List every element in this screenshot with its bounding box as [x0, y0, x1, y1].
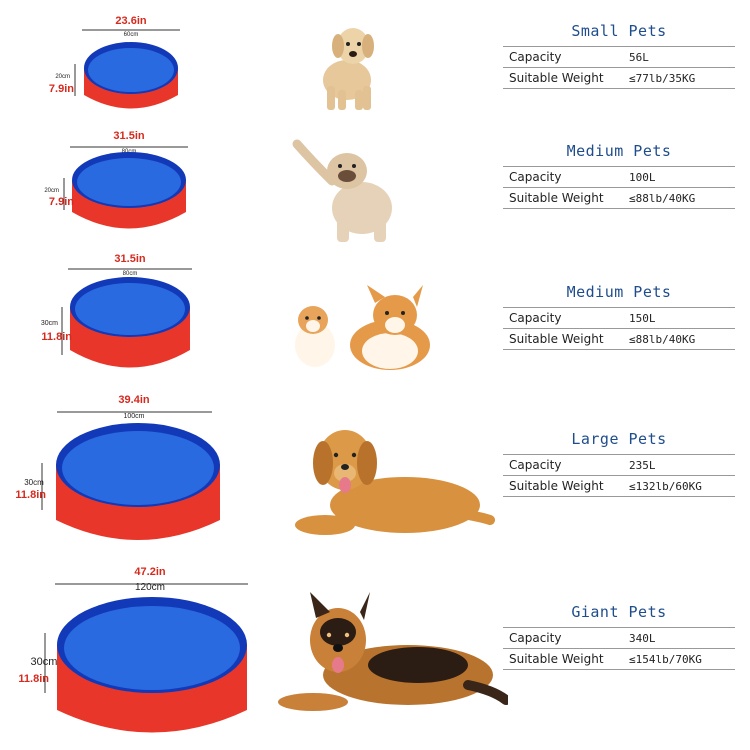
- pool-height-in: 7.9in: [49, 83, 74, 95]
- spec-title: Medium Pets: [566, 283, 672, 301]
- spec-title: Large Pets: [571, 430, 667, 448]
- pool-width-cm: 120cm: [135, 582, 165, 593]
- pool-width-cm: 80cm: [122, 149, 137, 155]
- pool-height-cm: 30cm: [41, 320, 58, 327]
- puppy-icon: [323, 28, 374, 110]
- size-row-small: 23.6in 60cm 20cm 7.9in Small Pets Capaci…: [0, 0, 750, 120]
- pool-width-cm: 80cm: [123, 271, 138, 277]
- capacity-row: Capacity 100L: [503, 166, 735, 187]
- pool-height-in: 11.8in: [15, 489, 46, 501]
- capacity-row: Capacity 235L: [503, 454, 735, 475]
- weight-row: Suitable Weight ≤88lb/40KG: [503, 328, 735, 350]
- pool-diagram-medium-150: 31.5in 80cm 30cm 11.8in: [41, 253, 192, 368]
- capacity-row: Capacity 340L: [503, 627, 735, 648]
- spec-card-medium-100: Medium Pets Capacity 100L Suitable Weight…: [503, 142, 735, 209]
- german-shepherd-icon: [278, 592, 508, 711]
- pool-height-cm: 30cm: [24, 478, 44, 487]
- weight-row: Suitable Weight ≤77lb/35KG: [503, 67, 735, 89]
- pool-width-in: 31.5in: [114, 253, 145, 265]
- pool-width-cm: 100cm: [123, 413, 144, 420]
- size-row-medium-100: 31.5in 80cm 20cm 7.9in Medium Pets Capac…: [0, 120, 750, 245]
- size-row-giant: 47.2in 120cm 30cm 11.8in Giant Pets Capa…: [0, 555, 750, 750]
- pool-diagram-large: 39.4in 100cm 30cm 11.8in: [15, 394, 220, 540]
- weight-row: Suitable Weight ≤88lb/40KG: [503, 187, 735, 209]
- size-row-medium-150: 31.5in 80cm 30cm 11.8in Medium Pets Capa…: [0, 245, 750, 385]
- pool-height-in: 11.8in: [18, 673, 49, 685]
- pool-width-in: 23.6in: [115, 15, 146, 27]
- spec-card-small: Small Pets Capacity 56L Suitable Weight ≤7…: [503, 22, 735, 89]
- spec-card-medium-150: Medium Pets Capacity 150L Suitable Weight…: [503, 283, 735, 350]
- pool-height-cm: 20cm: [44, 188, 59, 194]
- pool-diagram-small: 23.6in 60cm 20cm 7.9in: [49, 15, 180, 109]
- spec-card-giant: Giant Pets Capacity 340L Suitable Weight ≤…: [503, 603, 735, 670]
- pool-diagram-giant: 47.2in 120cm 30cm 11.8in: [18, 566, 248, 733]
- weight-row: Suitable Weight ≤154lb/70KG: [503, 648, 735, 670]
- pool-height-cm: 20cm: [55, 74, 70, 80]
- pool-width-cm: 60cm: [124, 32, 139, 38]
- pool-width-in: 31.5in: [113, 130, 144, 142]
- capacity-row: Capacity 56L: [503, 46, 735, 67]
- pool-height-in: 7.9in: [49, 196, 74, 208]
- size-row-large: 39.4in 100cm 30cm 11.8in Large Pets Capa…: [0, 385, 750, 555]
- bulldog-icon: [292, 139, 392, 242]
- pool-width-in: 39.4in: [118, 394, 149, 406]
- spec-title: Medium Pets: [566, 142, 672, 160]
- corgi-icon: [295, 285, 430, 370]
- golden-retriever-icon: [295, 430, 495, 535]
- capacity-row: Capacity 150L: [503, 307, 735, 328]
- spec-title: Small Pets: [571, 22, 667, 40]
- pool-height-cm: 30cm: [31, 656, 58, 668]
- weight-row: Suitable Weight ≤132lb/60KG: [503, 475, 735, 497]
- spec-card-large: Large Pets Capacity 235L Suitable Weight ≤…: [503, 430, 735, 497]
- spec-title: Giant Pets: [571, 603, 667, 621]
- pool-height-in: 11.8in: [41, 331, 72, 343]
- pool-width-in: 47.2in: [134, 566, 165, 578]
- pool-diagram-medium-100: 31.5in 80cm 20cm 7.9in: [44, 130, 188, 229]
